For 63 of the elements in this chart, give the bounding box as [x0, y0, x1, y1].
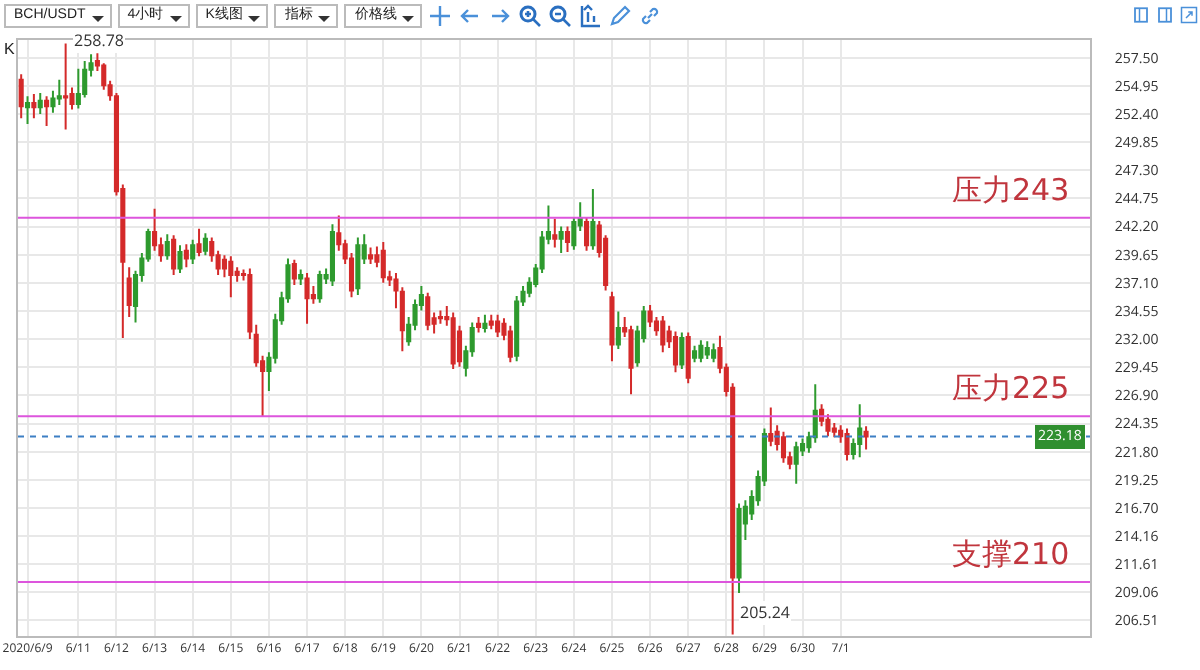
candlestick [298, 268, 304, 287]
candlestick [177, 244, 183, 274]
candlestick [780, 430, 787, 464]
candlestick [857, 403, 863, 459]
candlestick [692, 344, 698, 364]
candlestick [190, 238, 196, 266]
candlestick [450, 311, 456, 370]
candlestick [628, 324, 634, 396]
candlestick [75, 67, 81, 110]
candlestick [495, 313, 501, 338]
candlestick [558, 225, 564, 255]
candlestick [24, 95, 31, 125]
candlestick [819, 403, 825, 428]
candlestick [482, 313, 488, 334]
candlestick [768, 406, 774, 448]
candlestick [368, 246, 374, 266]
annotation: 258.78 [74, 30, 125, 52]
candlestick [711, 342, 717, 364]
candlestick [793, 440, 799, 485]
ref-line-label: 压力225 [952, 370, 1070, 406]
candlestick [304, 271, 310, 325]
candlestick [171, 234, 177, 277]
candlestick [564, 225, 571, 253]
candlestick [863, 425, 869, 451]
candlestick [196, 227, 202, 258]
candlestick [291, 258, 297, 287]
candlestick [844, 427, 850, 462]
candlestick [44, 95, 50, 128]
candlestick [183, 243, 189, 269]
candlestick [380, 240, 386, 284]
candlestick [590, 188, 596, 251]
candlestick [736, 502, 742, 594]
candlestick [202, 232, 208, 257]
candlestick [56, 78, 62, 107]
candlestick [647, 303, 653, 328]
text: K [4, 40, 15, 58]
candlestick [329, 223, 335, 288]
candlestick [355, 236, 361, 296]
candlestick [476, 316, 482, 334]
candlestick [698, 339, 704, 364]
candlestick [228, 255, 234, 299]
candlestick [425, 291, 431, 332]
ref-line-label: 压力243 [952, 172, 1070, 208]
candlestick [672, 330, 679, 374]
candlestick [552, 217, 558, 249]
candlestick [660, 314, 666, 354]
candlestick [831, 421, 837, 439]
candlestick [317, 269, 323, 304]
candlestick [37, 91, 43, 115]
candlestick [31, 93, 37, 120]
candlestick [488, 313, 494, 331]
candlestick [704, 340, 710, 360]
candlestick [584, 216, 590, 252]
candlestick [609, 290, 615, 363]
candlestick [615, 310, 621, 351]
ref-line-label: 支撑210 [952, 536, 1070, 572]
candlestick [507, 324, 513, 364]
candlestick [63, 42, 69, 131]
candlestick [164, 233, 170, 261]
candlestick [18, 73, 24, 120]
candlestick [685, 331, 691, 385]
candlestick [679, 331, 685, 370]
annotation: 205.24 [740, 602, 791, 624]
